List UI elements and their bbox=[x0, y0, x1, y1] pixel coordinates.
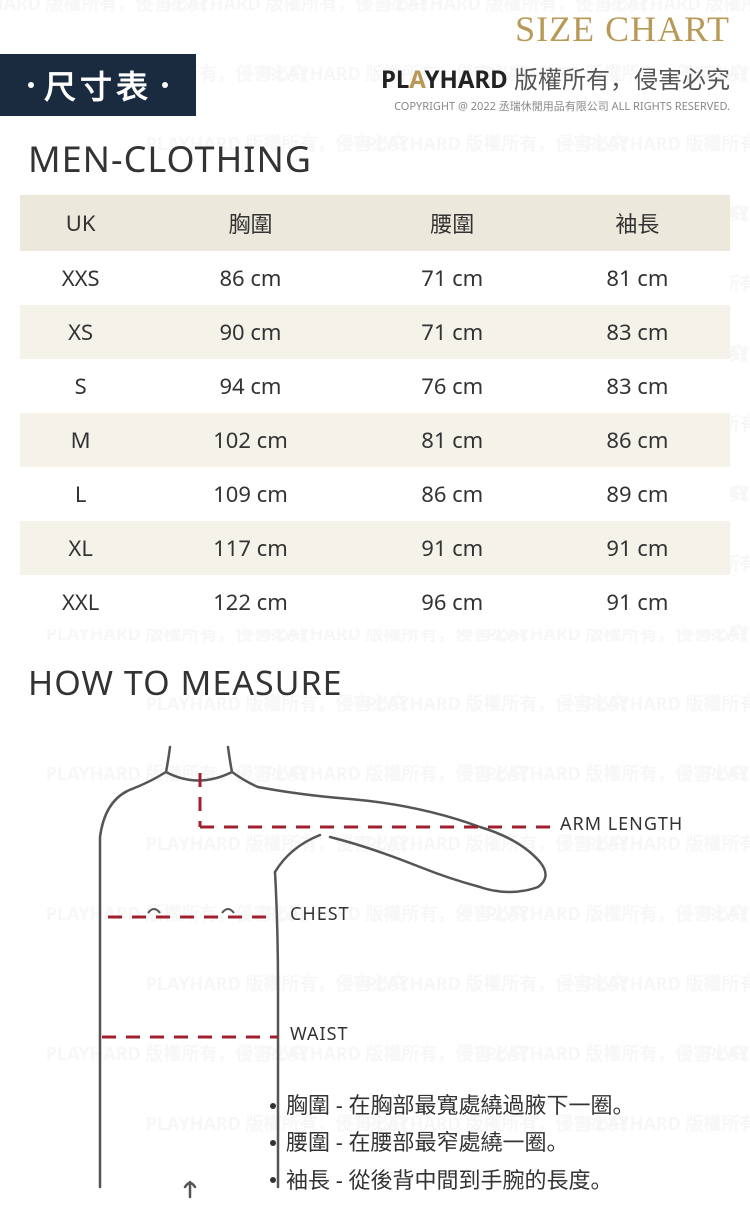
table-cell: XS bbox=[20, 305, 141, 359]
brand-yhard: YHARD bbox=[424, 63, 507, 96]
bullet-icon bbox=[270, 1177, 276, 1183]
table-row: S94 cm76 cm83 cm bbox=[20, 359, 730, 413]
table-body: XXS86 cm71 cm81 cmXS90 cm71 cm83 cmS94 c… bbox=[20, 251, 730, 629]
desc-row: 胸圍 - 在胸部最寬處繞過腋下一圈。 bbox=[270, 1087, 635, 1124]
table-row: XS90 cm71 cm83 cm bbox=[20, 305, 730, 359]
table-cell: 86 cm bbox=[141, 251, 359, 305]
label-chest: CHEST bbox=[290, 902, 350, 926]
table-cell: 76 cm bbox=[360, 359, 545, 413]
table-header-cell: UK bbox=[20, 195, 141, 251]
measure-area: ARM LENGTH CHEST WAIST 胸圍 - 在胸部最寬處繞過腋下一圈… bbox=[0, 717, 750, 1217]
table-cell: XL bbox=[20, 521, 141, 575]
label-waist: WAIST bbox=[290, 1022, 349, 1046]
table-cell: 89 cm bbox=[545, 467, 730, 521]
table-cell: 117 cm bbox=[141, 521, 359, 575]
table-row: XXL122 cm96 cm91 cm bbox=[20, 575, 730, 629]
brand-line: PLAYHARD 版權所有，侵害必究 bbox=[381, 60, 730, 96]
table-cell: M bbox=[20, 413, 141, 467]
how-to-measure-title: HOW TO MEASURE bbox=[28, 659, 750, 705]
table-cell: XXL bbox=[20, 575, 141, 629]
dot-icon bbox=[28, 82, 34, 88]
label-arm-length: ARM LENGTH bbox=[560, 812, 683, 836]
brand-pl: PL bbox=[381, 63, 409, 96]
bullet-icon bbox=[270, 1140, 276, 1146]
brand-block: PLAYHARD 版權所有，侵害必究 COPYRIGHT @ 2022 丞瑞休閒… bbox=[381, 54, 750, 114]
table-row: L109 cm86 cm89 cm bbox=[20, 467, 730, 521]
table-cell: S bbox=[20, 359, 141, 413]
table-cell: 81 cm bbox=[545, 251, 730, 305]
table-cell: 91 cm bbox=[545, 521, 730, 575]
table-header-cell: 袖長 bbox=[545, 195, 730, 251]
brand-suffix: 版權所有，侵害必究 bbox=[508, 63, 730, 96]
section-men-clothing-title: MEN-CLOTHING bbox=[28, 134, 750, 183]
size-chart-title: SIZE CHART bbox=[0, 0, 750, 54]
table-cell: 109 cm bbox=[141, 467, 359, 521]
table-cell: XXS bbox=[20, 251, 141, 305]
table-row: XXS86 cm71 cm81 cm bbox=[20, 251, 730, 305]
table-header-row: UK胸圍腰圍袖長 bbox=[20, 195, 730, 251]
table-header-cell: 胸圍 bbox=[141, 195, 359, 251]
copyright-text: COPYRIGHT @ 2022 丞瑞休閒用品有限公司 ALL RIGHTS R… bbox=[381, 98, 730, 114]
desc-text: 腰圍 - 在腰部最窄處繞一圈。 bbox=[286, 1124, 569, 1161]
table-header-cell: 腰圍 bbox=[360, 195, 545, 251]
table-cell: 122 cm bbox=[141, 575, 359, 629]
table-cell: 83 cm bbox=[545, 359, 730, 413]
table-cell: 71 cm bbox=[360, 251, 545, 305]
table-cell: 83 cm bbox=[545, 305, 730, 359]
size-table: UK胸圍腰圍袖長 XXS86 cm71 cm81 cmXS90 cm71 cm8… bbox=[20, 195, 730, 629]
table-cell: 71 cm bbox=[360, 305, 545, 359]
label-bar: 尺寸表 bbox=[0, 54, 196, 116]
label-bar-text: 尺寸表 bbox=[44, 62, 152, 108]
table-cell: 94 cm bbox=[141, 359, 359, 413]
table-cell: 90 cm bbox=[141, 305, 359, 359]
measure-desc-list: 胸圍 - 在胸部最寬處繞過腋下一圈。腰圍 - 在腰部最窄處繞一圈。袖長 - 從後… bbox=[270, 1087, 635, 1199]
brand-a: A bbox=[409, 63, 424, 96]
bullet-icon bbox=[270, 1103, 276, 1109]
table-cell: 102 cm bbox=[141, 413, 359, 467]
table-row: M102 cm81 cm86 cm bbox=[20, 413, 730, 467]
desc-text: 袖長 - 從後背中間到手腕的長度。 bbox=[286, 1162, 613, 1199]
desc-text: 胸圍 - 在胸部最寬處繞過腋下一圈。 bbox=[286, 1087, 635, 1124]
table-cell: 96 cm bbox=[360, 575, 545, 629]
table-row: XL117 cm91 cm91 cm bbox=[20, 521, 730, 575]
table-cell: 86 cm bbox=[545, 413, 730, 467]
desc-row: 袖長 - 從後背中間到手腕的長度。 bbox=[270, 1162, 635, 1199]
dot-icon bbox=[162, 82, 168, 88]
table-cell: 86 cm bbox=[360, 467, 545, 521]
table-cell: 81 cm bbox=[360, 413, 545, 467]
table-cell: 91 cm bbox=[545, 575, 730, 629]
header-row: 尺寸表 PLAYHARD 版權所有，侵害必究 COPYRIGHT @ 2022 … bbox=[0, 54, 750, 116]
desc-row: 腰圍 - 在腰部最窄處繞一圈。 bbox=[270, 1124, 635, 1161]
table-cell: L bbox=[20, 467, 141, 521]
table-cell: 91 cm bbox=[360, 521, 545, 575]
